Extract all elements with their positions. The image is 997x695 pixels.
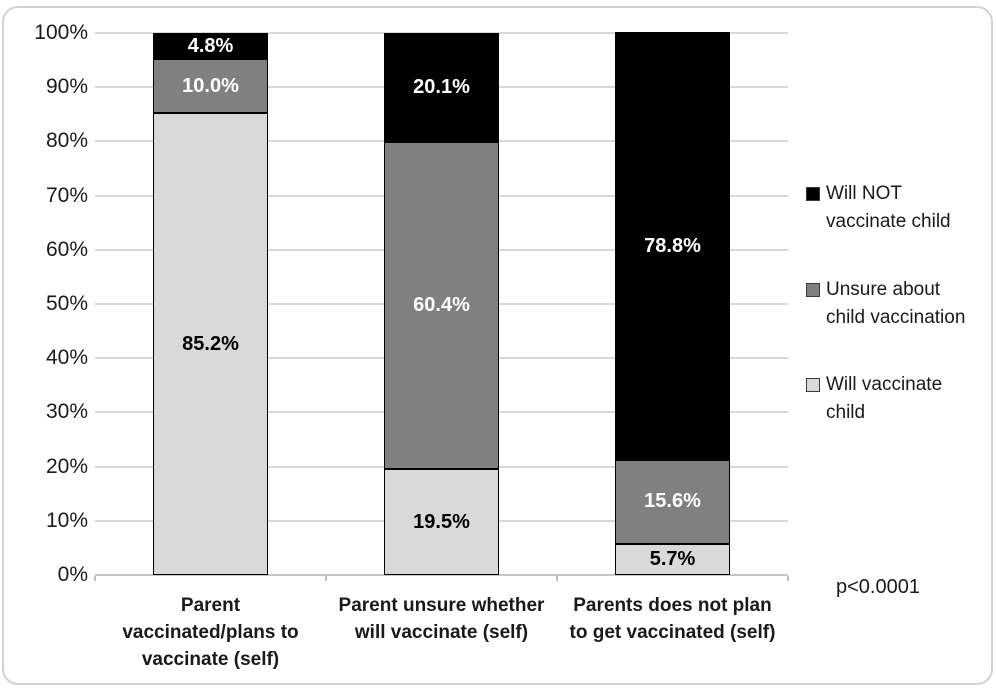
legend-label-line: Will NOT [826,183,902,204]
y-axis-tick-label: 10% [45,508,88,532]
bar-segment-label: 10.0% [182,74,239,97]
category-label-line: vaccinated/plans to [122,622,299,643]
legend-swatch-icon [806,187,820,201]
y-axis-tick-label: 0% [57,563,88,586]
y-axis-tick-label: 90% [45,75,88,99]
bar-segment: 5.7% [615,544,730,575]
legend-item: Unsure about child vaccination [806,276,965,332]
category-label-line: will vaccinate (self) [354,622,529,643]
legend-label: Will vaccinate child [826,371,942,427]
bar-segment-label: 4.8% [187,34,234,57]
category-label: Parent unsure whether will vaccinate (sel… [316,592,567,646]
bar-segment-label: 15.6% [644,490,701,513]
bar-segment-label: 5.7% [649,548,696,571]
category-label-line: to get vaccinated (self) [569,622,776,643]
category-label-line: vaccinate (self) [141,649,280,670]
bar-segment: 10.0% [153,59,268,114]
category-label: Parents does not plan to get vaccinated (… [547,592,798,646]
legend-swatch-icon [806,282,820,297]
x-axis-tick [787,576,789,581]
bar-segment-label: 19.5% [413,510,470,533]
bar-segment-label: 60.4% [413,294,470,317]
legend-label-line: child vaccination [826,306,966,328]
bar-segment: 85.2% [153,113,268,575]
y-axis-tick-label: 100% [34,21,88,44]
legend-item: Will vaccinate child [806,371,942,427]
bar-segment: 4.8% [153,33,268,60]
y-axis-tick-label: 20% [45,454,88,478]
legend-label: Will NOT vaccinate child [826,180,951,236]
legend-item: Will NOT vaccinate child [806,180,951,236]
category-label-line: Parent unsure whether [338,595,545,616]
gridline [95,574,788,576]
legend-label: Unsure about child vaccination [826,276,965,332]
bar-segment: 19.5% [384,469,499,575]
y-axis-tick-label: 80% [45,129,88,153]
y-axis-tick-label: 60% [45,237,88,261]
legend-label-line: vaccinate child [826,211,951,232]
legend-swatch-icon [806,378,820,392]
bar-segment-label: 20.1% [413,75,470,98]
bar-segment: 15.6% [615,459,730,545]
bar-segment: 20.1% [384,33,499,142]
x-axis-tick [94,576,96,581]
y-axis-tick-label: 30% [45,400,88,424]
bar-segment-label: 85.2% [182,332,239,355]
legend-label-line: child [826,402,866,423]
bar-segment: 78.8% [615,32,730,460]
bar-segment: 60.4% [384,141,499,470]
y-axis-tick-label: 50% [45,292,88,315]
y-axis-tick-label: 40% [45,346,88,370]
category-label: Parent vaccinated/plans to vaccinate (self… [85,592,336,673]
legend: Will NOT vaccinate child Unsure about child… [806,0,996,695]
p-value-annotation: p<0.0001 [836,576,920,598]
legend-label-line: Will vaccinate [826,374,943,395]
y-axis-tick-label: 70% [45,183,88,207]
bar-segment-label: 78.8% [644,234,701,257]
x-axis-tick [556,576,558,581]
x-axis-tick [325,576,327,581]
legend-label-line: Unsure about [826,278,941,300]
category-label-line: Parents does not plan [573,595,772,616]
category-label-line: Parent [180,595,241,616]
